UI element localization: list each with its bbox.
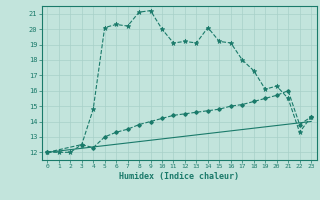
X-axis label: Humidex (Indice chaleur): Humidex (Indice chaleur) bbox=[119, 172, 239, 181]
